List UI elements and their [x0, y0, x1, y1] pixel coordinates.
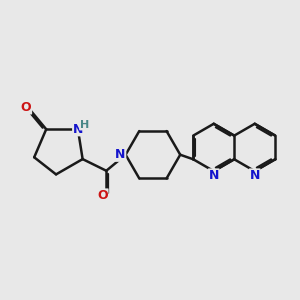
Text: N: N [115, 148, 126, 161]
Text: H: H [80, 120, 89, 130]
Text: N: N [73, 123, 83, 136]
Text: O: O [21, 101, 32, 114]
Text: O: O [97, 189, 108, 202]
Text: N: N [250, 169, 260, 182]
Text: N: N [208, 169, 219, 182]
